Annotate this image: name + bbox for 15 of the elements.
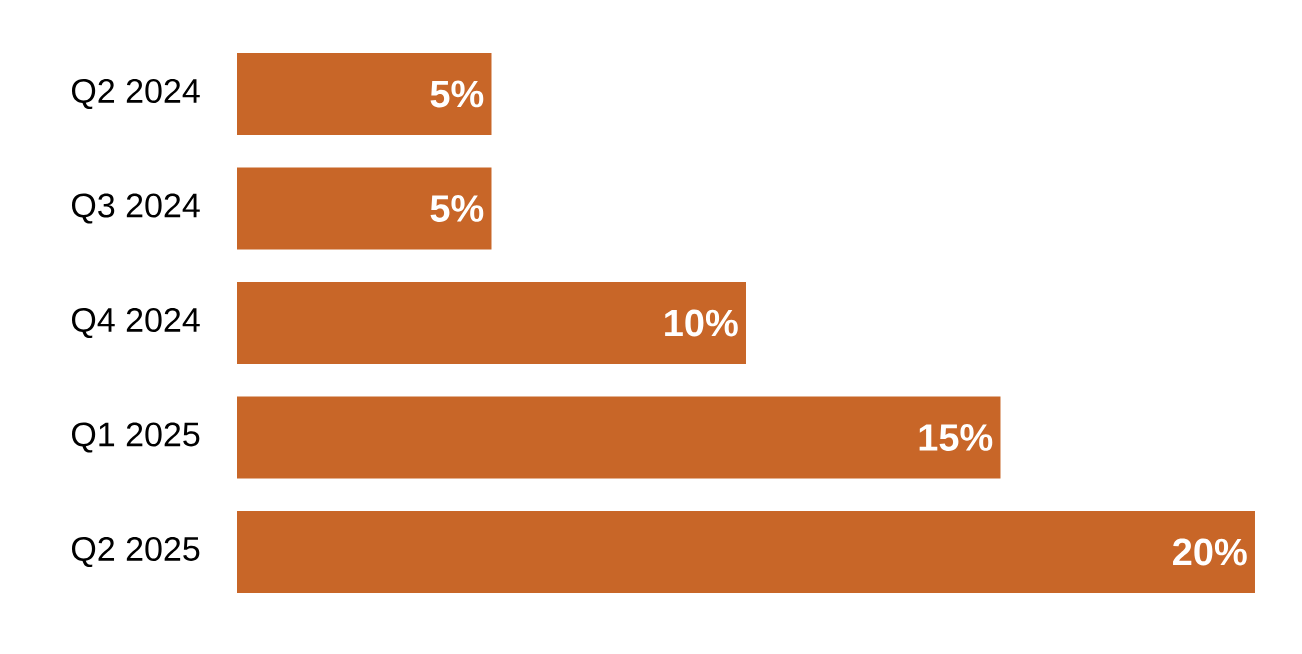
y-tick-label: Q1 2025: [71, 422, 200, 453]
data-label: 5%: [430, 195, 484, 222]
data-label: 10%: [665, 309, 738, 337]
y-tick-label: Q2 2025: [71, 536, 200, 568]
bar: [237, 167, 492, 250]
data-label: 15%: [919, 424, 993, 451]
bar: [237, 53, 492, 135]
data-label: 5%: [430, 80, 484, 108]
y-tick-label: Q2 2024: [71, 78, 200, 110]
bar: [237, 511, 1255, 593]
y-tick-label: Q4 2024: [71, 307, 200, 339]
bar: [237, 396, 1001, 479]
data-label: 20%: [1173, 538, 1247, 566]
y-tick-label: Q3 2024: [71, 193, 200, 224]
bar: [237, 282, 746, 364]
